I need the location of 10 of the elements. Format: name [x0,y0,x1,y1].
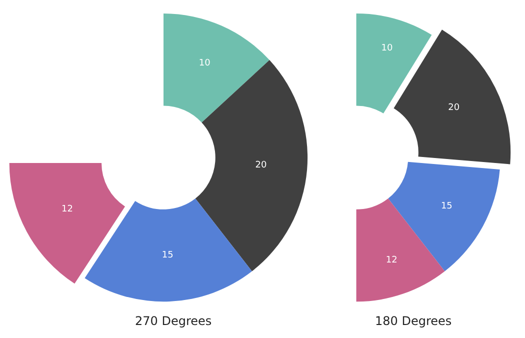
data-label: 12 [386,255,398,266]
data-label: 10 [198,58,211,68]
text: 180 Degrees [375,314,452,328]
data-label: 12 [62,204,73,215]
text: 270 Degrees [135,314,212,328]
data-label: 10 [381,44,393,54]
data-label: 20 [255,160,267,171]
data-label: 15 [162,250,174,260]
data-label: 20 [448,103,460,114]
data-label: 15 [440,201,452,212]
